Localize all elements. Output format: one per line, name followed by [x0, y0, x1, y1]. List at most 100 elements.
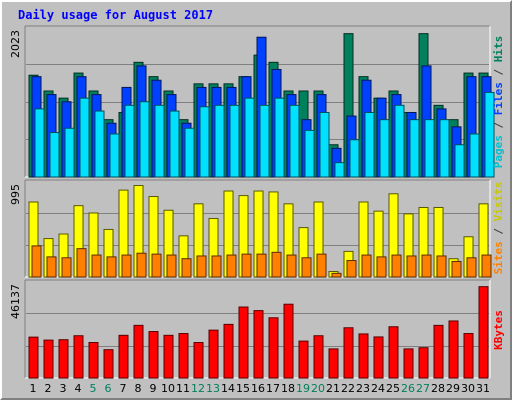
bar-sites-day-8 [136, 252, 147, 278]
bar-sites-day-25 [391, 254, 402, 278]
bar-pages-day-26 [409, 119, 420, 178]
bar-sites-day-1 [31, 245, 42, 278]
legend-item-pages: Pages [492, 135, 505, 168]
bar-kbytes-day-22 [343, 327, 354, 379]
bar-pages-day-28 [439, 119, 450, 178]
x-tick-label-day-7: 7 [120, 382, 127, 395]
x-tick-label-day-27: 27 [416, 382, 430, 395]
bar-sites-day-12 [196, 255, 207, 278]
legend-item-/: / [492, 62, 505, 82]
bar-pages-day-11 [184, 127, 195, 178]
legend-hits-files-pages: Pages / Files / Hits [492, 36, 505, 169]
x-tick-label-day-29: 29 [446, 382, 460, 395]
bar-pages-day-15 [244, 97, 255, 178]
bar-pages-day-22 [349, 139, 360, 178]
bar-pages-day-29 [454, 144, 465, 178]
bar-pages-day-4 [79, 97, 90, 178]
x-tick-label-day-8: 8 [135, 382, 142, 395]
bar-sites-day-3 [61, 257, 72, 278]
bar-sites-day-11 [181, 258, 192, 278]
bar-kbytes-day-13 [208, 329, 219, 379]
legend-item-hits: Hits [492, 36, 505, 63]
bar-sites-day-22 [346, 260, 357, 278]
bar-sites-day-29 [451, 260, 462, 278]
bar-pages-day-18 [289, 104, 300, 178]
bar-pages-day-17 [274, 97, 285, 178]
x-tick-label-day-17: 17 [266, 382, 280, 395]
bar-pages-day-27 [424, 119, 435, 178]
bar-kbytes-day-14 [223, 323, 234, 379]
bar-kbytes-day-8 [133, 324, 144, 379]
x-tick-label-day-16: 16 [251, 382, 265, 395]
legend-item-files: Files [492, 82, 505, 115]
bar-pages-day-20 [319, 111, 330, 178]
bar-kbytes-day-29 [448, 320, 459, 379]
bar-pages-day-3 [64, 127, 75, 178]
bar-pages-day-25 [394, 104, 405, 178]
x-tick-label-day-25: 25 [386, 382, 400, 395]
bar-pages-day-2 [49, 132, 60, 178]
bar-kbytes-day-12 [193, 342, 204, 379]
x-tick-label-day-18: 18 [281, 382, 295, 395]
bar-pages-day-19 [304, 129, 315, 178]
x-tick-label-day-24: 24 [371, 382, 385, 395]
bar-pages-day-10 [169, 110, 180, 178]
bar-sites-day-6 [106, 256, 117, 278]
bar-pages-day-9 [154, 104, 165, 178]
bar-kbytes-day-27 [418, 347, 429, 379]
legend-visits-sites: Sites / Visits [492, 182, 505, 275]
bar-pages-day-7 [124, 104, 135, 178]
bar-kbytes-day-15 [238, 306, 249, 379]
legend-item-/: / [492, 221, 505, 241]
bar-kbytes-day-3 [58, 339, 69, 379]
bar-kbytes-day-28 [433, 324, 444, 379]
bar-sites-day-20 [316, 253, 327, 278]
x-tick-label-day-30: 30 [461, 382, 475, 395]
x-tick-label-day-11: 11 [176, 382, 190, 395]
bar-kbytes-day-18 [283, 303, 294, 379]
x-tick-label-day-15: 15 [236, 382, 250, 395]
bar-sites-day-28 [436, 255, 447, 278]
panel-hits-files-pages: 2023 Pages / Files / Hits [9, 25, 505, 178]
bar-pages-day-21 [334, 162, 345, 178]
bar-sites-day-7 [121, 254, 132, 278]
x-tick-label-day-23: 23 [356, 382, 370, 395]
bar-kbytes-day-6 [103, 349, 114, 379]
x-tick-label-day-9: 9 [150, 382, 157, 395]
bar-sites-day-23 [361, 254, 372, 278]
x-tick-label-day-2: 2 [45, 382, 52, 395]
x-tick-label-day-19: 19 [296, 382, 310, 395]
bar-sites-day-15 [241, 253, 252, 278]
bar-kbytes-day-20 [313, 335, 324, 379]
x-tick-label-day-13: 13 [206, 382, 220, 395]
bar-kbytes-day-30 [463, 333, 474, 379]
x-tick-label-day-31: 31 [476, 382, 490, 395]
bar-pages-day-14 [229, 104, 240, 178]
bar-sites-day-21 [331, 272, 342, 278]
bar-pages-day-6 [109, 133, 120, 178]
bar-kbytes-day-11 [178, 333, 189, 379]
bar-sites-day-30 [466, 257, 477, 278]
bar-kbytes-day-24 [373, 336, 384, 379]
x-tick-label-day-4: 4 [75, 382, 82, 395]
x-tick-label-day-5: 5 [90, 382, 97, 395]
bar-sites-day-10 [166, 254, 177, 278]
panel-kbytes: 46137 KBytes [9, 279, 505, 379]
y-max-label: 2023 [9, 30, 22, 58]
bar-pages-day-16 [259, 104, 270, 178]
bar-kbytes-day-4 [73, 335, 84, 379]
x-tick-label-day-28: 28 [431, 382, 445, 395]
bar-kbytes-day-21 [328, 348, 339, 379]
bar-kbytes-day-31 [478, 286, 489, 379]
x-tick-label-day-22: 22 [341, 382, 355, 395]
bar-kbytes-day-5 [88, 342, 99, 379]
x-tick-label-day-20: 20 [311, 382, 325, 395]
legend-item-kbytes: KBytes [492, 310, 505, 350]
bar-sites-day-31 [481, 254, 492, 278]
legend-kbytes: KBytes [492, 310, 505, 350]
x-tick-label-day-26: 26 [401, 382, 415, 395]
bar-kbytes-day-1 [28, 336, 39, 379]
bar-pages-day-31 [484, 91, 495, 178]
bar-sites-day-26 [406, 255, 417, 278]
